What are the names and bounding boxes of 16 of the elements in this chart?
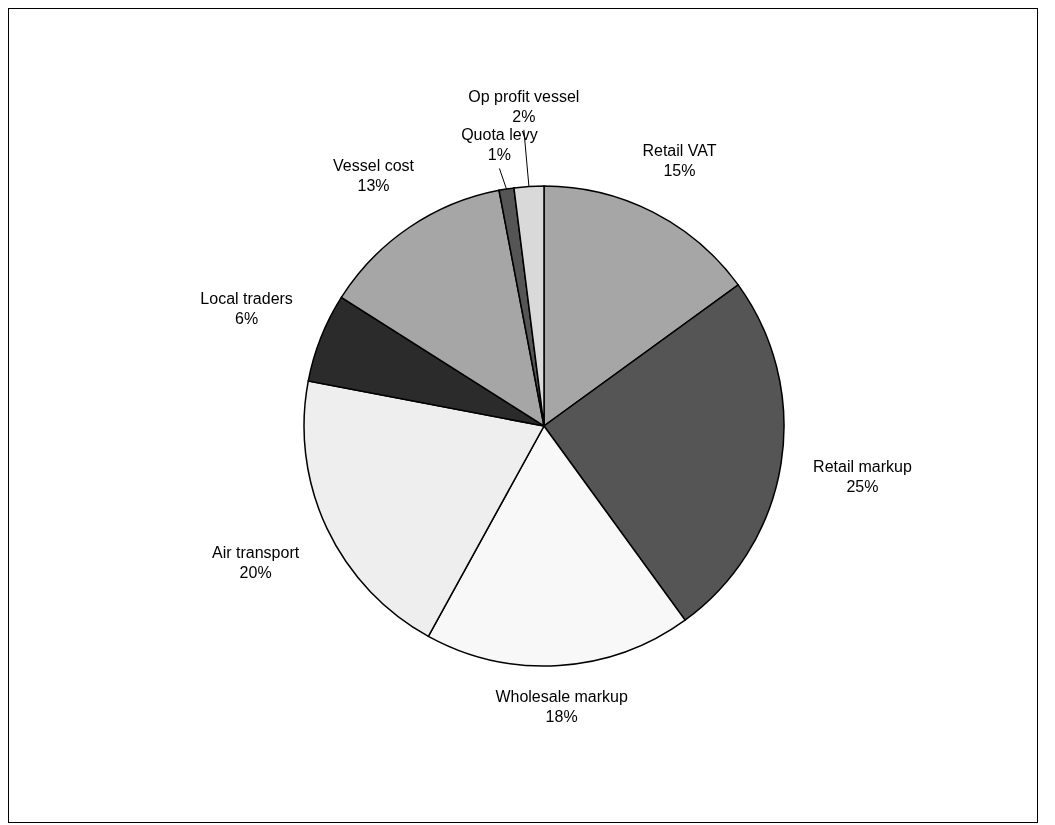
- data-label: 1%: [487, 146, 511, 164]
- slice-label: Wholesale markup: [495, 688, 628, 706]
- slice-label: Quota levy: [461, 126, 538, 144]
- slice-label: Local traders: [200, 290, 293, 308]
- data-label: 20%: [239, 563, 272, 581]
- slice-label: Retail VAT: [642, 142, 717, 160]
- data-label: 15%: [663, 162, 696, 180]
- data-label: 18%: [545, 708, 578, 726]
- data-label: 6%: [235, 310, 259, 328]
- data-label: 2%: [512, 107, 536, 125]
- data-label: 25%: [846, 478, 879, 496]
- slice-label: Op profit vessel: [468, 87, 580, 105]
- slice-label: Retail markup: [813, 458, 912, 476]
- slice-label: Vessel cost: [333, 157, 415, 175]
- data-label: 13%: [357, 177, 390, 195]
- slice-label: Air transport: [212, 543, 300, 561]
